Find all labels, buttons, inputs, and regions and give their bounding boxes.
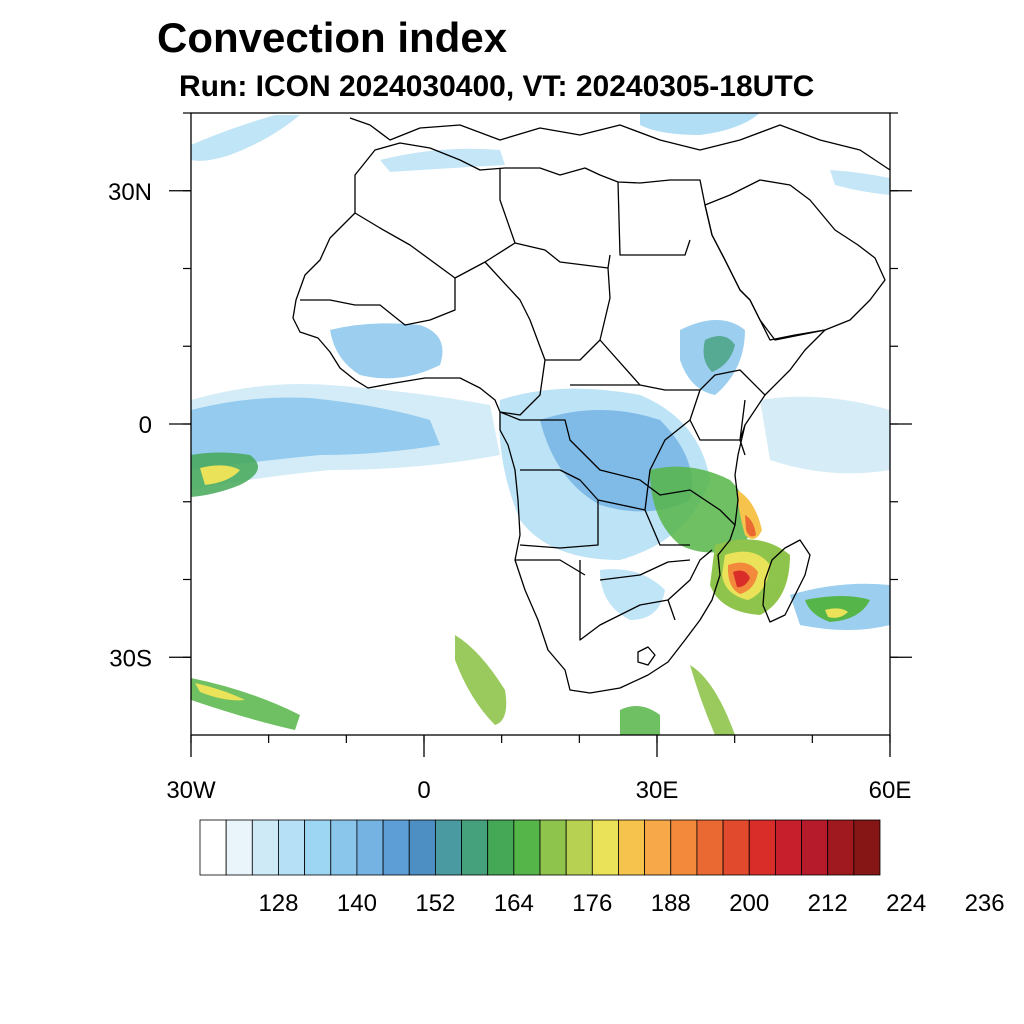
colorbar-swatch bbox=[748, 819, 776, 876]
chart-title: Convection index bbox=[157, 14, 508, 61]
convection-field bbox=[191, 113, 890, 735]
field-south-band bbox=[191, 678, 300, 730]
field-med-east bbox=[640, 113, 760, 135]
colorbar-label: 152 bbox=[415, 890, 455, 917]
colorbar-swatch bbox=[618, 819, 646, 876]
colorbar-swatch bbox=[827, 819, 855, 876]
colorbar-swatch bbox=[382, 819, 410, 876]
colorbar-swatch bbox=[487, 819, 515, 876]
colorbar-swatch bbox=[565, 819, 593, 876]
field-south-atlantic bbox=[455, 635, 507, 725]
colorbar-swatch bbox=[670, 819, 698, 876]
field-south-band-yellow bbox=[195, 683, 245, 701]
field-s-atlantic-bottom bbox=[620, 706, 660, 735]
lon-tick-label: 30E bbox=[636, 777, 679, 804]
field-south-africa-east bbox=[690, 665, 735, 735]
lon-tick-label: 60E bbox=[869, 777, 912, 804]
field-itcz-yellow bbox=[200, 465, 240, 485]
colorbar-label: 140 bbox=[337, 890, 377, 917]
axis-tick-labels: 30W 0 30E 60E 30N 0 30S bbox=[108, 179, 911, 804]
colorbar-label: 176 bbox=[572, 890, 612, 917]
chart-subtitle: Run: ICON 2024030400, VT: 20240305-18UTC bbox=[179, 70, 815, 103]
colorbar-label: 128 bbox=[258, 890, 298, 917]
colorbar-swatch bbox=[722, 819, 750, 876]
colorbar-swatch bbox=[434, 819, 462, 876]
lat-tick-label: 30S bbox=[109, 645, 152, 672]
lat-tick-label: 30N bbox=[108, 179, 152, 206]
field-indian-east bbox=[760, 396, 890, 474]
colorbar-label: 224 bbox=[886, 890, 926, 917]
africa-coast bbox=[292, 142, 826, 694]
field-west-africa bbox=[330, 323, 443, 379]
colorbar-swatch bbox=[801, 819, 829, 876]
colorbar-swatch bbox=[330, 819, 358, 876]
colorbar-swatch bbox=[774, 819, 802, 876]
lesotho-border bbox=[637, 646, 656, 666]
colorbar-swatch bbox=[513, 819, 541, 876]
field-coast-band-red bbox=[745, 515, 756, 537]
field-coast-band bbox=[737, 490, 762, 539]
field-sw-indian-yellow bbox=[825, 608, 848, 618]
colorbar: 128 140 152 164 176 188 200 212 224 236 bbox=[199, 819, 1005, 917]
field-arabia-ne bbox=[830, 170, 890, 195]
border-lines bbox=[300, 168, 766, 641]
colorbar-swatch bbox=[251, 819, 279, 876]
axis-ticks bbox=[169, 112, 912, 757]
country-borders bbox=[300, 168, 766, 666]
lat-tick-label: 0 bbox=[139, 412, 152, 439]
field-tanzania bbox=[650, 466, 750, 553]
colorbar-swatch bbox=[304, 819, 332, 876]
lon-tick-label: 0 bbox=[417, 777, 430, 804]
madagascar-coast bbox=[762, 539, 811, 623]
colorbar-swatch bbox=[408, 819, 436, 876]
colorbar-swatch bbox=[199, 819, 227, 876]
colorbar-swatch bbox=[853, 819, 881, 876]
colorbar-label: 200 bbox=[729, 890, 769, 917]
field-north-band bbox=[191, 115, 300, 161]
colorbar-label: 188 bbox=[651, 890, 691, 917]
colorbar-label: 236 bbox=[965, 890, 1005, 917]
colorbar-swatch bbox=[591, 819, 619, 876]
colorbar-swatch bbox=[278, 819, 306, 876]
field-itcz-blue bbox=[191, 397, 440, 470]
colorbar-swatch bbox=[461, 819, 489, 876]
field-channel-red bbox=[733, 570, 750, 588]
colorbar-label: 212 bbox=[808, 890, 848, 917]
field-namibia bbox=[600, 569, 665, 620]
europe-coast bbox=[349, 117, 891, 171]
coastlines bbox=[292, 117, 891, 694]
lon-tick-label: 30W bbox=[166, 777, 216, 804]
colorbar-swatch bbox=[225, 819, 253, 876]
colorbar-swatch bbox=[696, 819, 724, 876]
colorbar-swatch bbox=[356, 819, 384, 876]
colorbar-swatch bbox=[539, 819, 567, 876]
colorbar-swatch bbox=[644, 819, 672, 876]
field-ethiopia bbox=[703, 336, 735, 372]
field-med bbox=[380, 148, 505, 172]
colorbar-label: 164 bbox=[494, 890, 534, 917]
arabia-coast bbox=[704, 179, 886, 341]
